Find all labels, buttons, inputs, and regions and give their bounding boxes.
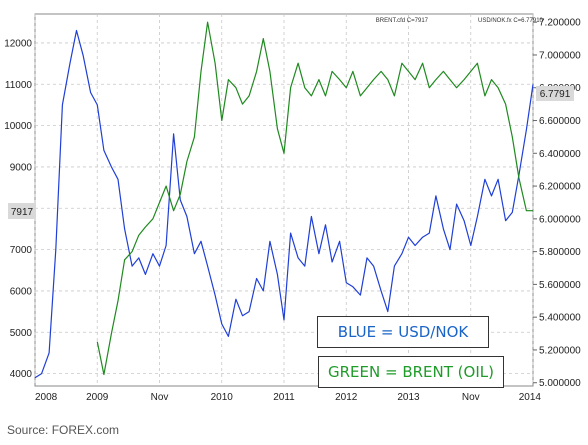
left-tick-label: 11000 <box>5 80 33 91</box>
left-tick-label: 10000 <box>4 121 32 132</box>
right-tick-label: 5.800000 <box>539 247 581 258</box>
right-tick-label: 5.400000 <box>539 313 581 324</box>
left-tick-label: 9000 <box>10 162 33 173</box>
source-caption: Source: FOREX.com <box>7 423 120 437</box>
legend-blue-box: BLUE = USD/NOK <box>317 316 489 348</box>
brent-series-line <box>96 21 533 376</box>
series-layer <box>34 21 534 379</box>
x-tick-label: 2014 <box>519 392 542 403</box>
left-last-value-label: 7917 <box>11 207 34 218</box>
left-tick-label: 12000 <box>4 38 32 49</box>
legend-green-box: GREEN = BRENT (OIL) <box>318 356 504 388</box>
right-tick-label: 6.000000 <box>539 214 581 225</box>
x-tick-label: Nov <box>462 392 480 403</box>
left-tick-label: 6000 <box>10 286 33 297</box>
x-tick-label: 2009 <box>86 392 109 403</box>
right-tick-label: 6.600000 <box>539 116 581 127</box>
header-left: BRENT.cfd C=7917 <box>376 18 429 24</box>
right-tick-label: 7.000000 <box>539 50 581 61</box>
right-tick-label: 6.400000 <box>539 149 581 160</box>
left-tick-label: 4000 <box>10 369 33 380</box>
right-axis-ticks: 5.000000 5.200000 5.400000 5.600000 5.800000… <box>533 18 581 389</box>
x-tick-label: 2010 <box>211 392 234 403</box>
usd-nok-series-line <box>34 29 534 379</box>
right-last-value-label: 6.7791 <box>540 89 571 100</box>
x-axis-ticks: 2008 2009 Nov 2010 2011 2012 2013 Nov 2014 <box>35 392 541 403</box>
right-tick-label: 6.200000 <box>539 182 581 193</box>
right-tick-label: 7.200000 <box>539 18 581 29</box>
x-tick-label: Nov <box>151 392 169 403</box>
right-last-value-marker: 6.7791 <box>536 86 574 101</box>
right-tick-label: 5.200000 <box>539 345 581 356</box>
left-tick-label: 7000 <box>10 245 33 256</box>
header-right: USD/NOK.fx C=6.77910 <box>478 18 544 24</box>
x-tick-label: 2012 <box>335 392 358 403</box>
x-tick-label: 2011 <box>273 392 295 403</box>
right-tick-label: 5.600000 <box>539 280 581 291</box>
left-last-value-marker: 7917 <box>8 203 36 219</box>
right-tick-label: 5.000000 <box>539 378 581 389</box>
x-tick-label: 2008 <box>35 392 58 403</box>
left-tick-label: 5000 <box>10 328 33 339</box>
x-tick-label: 2013 <box>397 392 420 403</box>
